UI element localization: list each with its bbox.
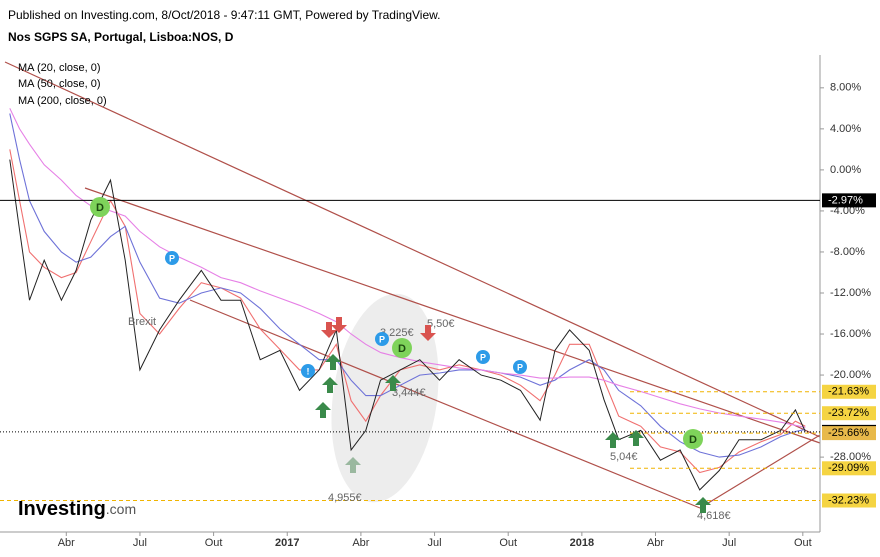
buy-arrow (628, 430, 644, 446)
price-label: -2.97% (828, 194, 863, 206)
event-marker-label: ! (307, 366, 310, 376)
buy-arrow (695, 497, 711, 513)
price-label-box (822, 493, 876, 508)
annotation: Brexit (128, 316, 156, 328)
buy-arrow (345, 457, 361, 473)
y-tick-label: 0.00% (830, 164, 861, 176)
chart-title: Nos SGPS SA, Portugal, Lisboa:NOS, D (8, 30, 234, 44)
buy-arrow (605, 432, 621, 448)
price-label: -23.72% (828, 407, 869, 419)
x-tick-label: Jul (428, 537, 442, 549)
buy-arrow (385, 375, 401, 391)
event-marker (90, 197, 110, 217)
y-tick-label: -28.00% (830, 451, 871, 463)
trend-line (189, 299, 701, 509)
y-tick-label: -16.00% (830, 328, 871, 340)
price-label: -32.23% (828, 494, 869, 506)
annotation: 5,50€ (427, 318, 455, 330)
event-marker-label: P (517, 362, 523, 372)
price-label-box (822, 426, 876, 441)
legend-entry: MA (50, close, 0) (18, 78, 101, 90)
annotation: 3,225€ (380, 327, 414, 339)
event-marker-label: P (379, 334, 385, 344)
legend-entry: MA (20, close, 0) (18, 62, 101, 74)
event-marker-label: D (96, 202, 104, 214)
price-label-box (822, 406, 876, 421)
x-tick-label: Abr (352, 537, 369, 549)
price-label: -29.09% (828, 462, 869, 474)
y-tick-label: -20.00% (830, 369, 871, 381)
y-tick-label: -8.00% (830, 246, 865, 258)
event-marker (165, 251, 179, 265)
price-label-box (822, 461, 876, 476)
price-label-box (822, 384, 876, 399)
annotation: 3,444€ (392, 387, 426, 399)
event-marker (513, 360, 527, 374)
event-marker (375, 332, 389, 346)
legend-entry: MA (200, close, 0) (18, 95, 107, 107)
header: Published on Investing.com, 8/Oct/2018 -… (8, 8, 440, 22)
event-marker (301, 364, 315, 378)
sell-arrow (321, 322, 337, 338)
price-label: -25.66% (828, 427, 869, 439)
x-tick-label: Abr (58, 537, 75, 549)
event-marker (476, 350, 490, 364)
trend-line (4, 61, 821, 438)
event-marker-label: P (480, 352, 486, 362)
event-marker-label: P (169, 253, 175, 263)
buy-arrow (325, 354, 341, 370)
x-tick-label: Jul (722, 537, 736, 549)
sell-arrow (331, 317, 347, 333)
x-tick-label: Out (794, 537, 812, 549)
x-tick-label: Out (205, 537, 223, 549)
ma-line (9, 108, 806, 428)
price-line (9, 159, 806, 491)
logo-suffix: .com (106, 501, 136, 517)
event-marker (392, 338, 412, 358)
sell-arrow (420, 325, 436, 341)
y-tick-label: -4.00% (830, 205, 865, 217)
y-tick-label: -12.00% (830, 287, 871, 299)
price-label-box (822, 193, 876, 208)
y-tick-label: 8.00% (830, 82, 861, 94)
event-marker-label: D (398, 343, 406, 355)
annotation: 5,04€ (610, 451, 638, 463)
x-tick-label: Abr (647, 537, 664, 549)
event-marker-label: D (689, 434, 697, 446)
logo: Investing.com (18, 498, 136, 520)
trend-line (84, 187, 821, 444)
buy-arrow (322, 377, 338, 393)
buy-arrow (315, 402, 331, 418)
x-tick-label: 2017 (275, 537, 299, 549)
trend-line (699, 434, 821, 509)
logo-brand: Investing (18, 498, 106, 520)
x-tick-label: Jul (133, 537, 147, 549)
y-tick-label: 4.00% (830, 123, 861, 135)
event-marker (683, 429, 703, 449)
x-tick-label: 2018 (570, 537, 594, 549)
x-tick-label: Out (499, 537, 517, 549)
price-label: -21.63% (828, 386, 869, 398)
annotation: 4,955€ (328, 492, 362, 504)
